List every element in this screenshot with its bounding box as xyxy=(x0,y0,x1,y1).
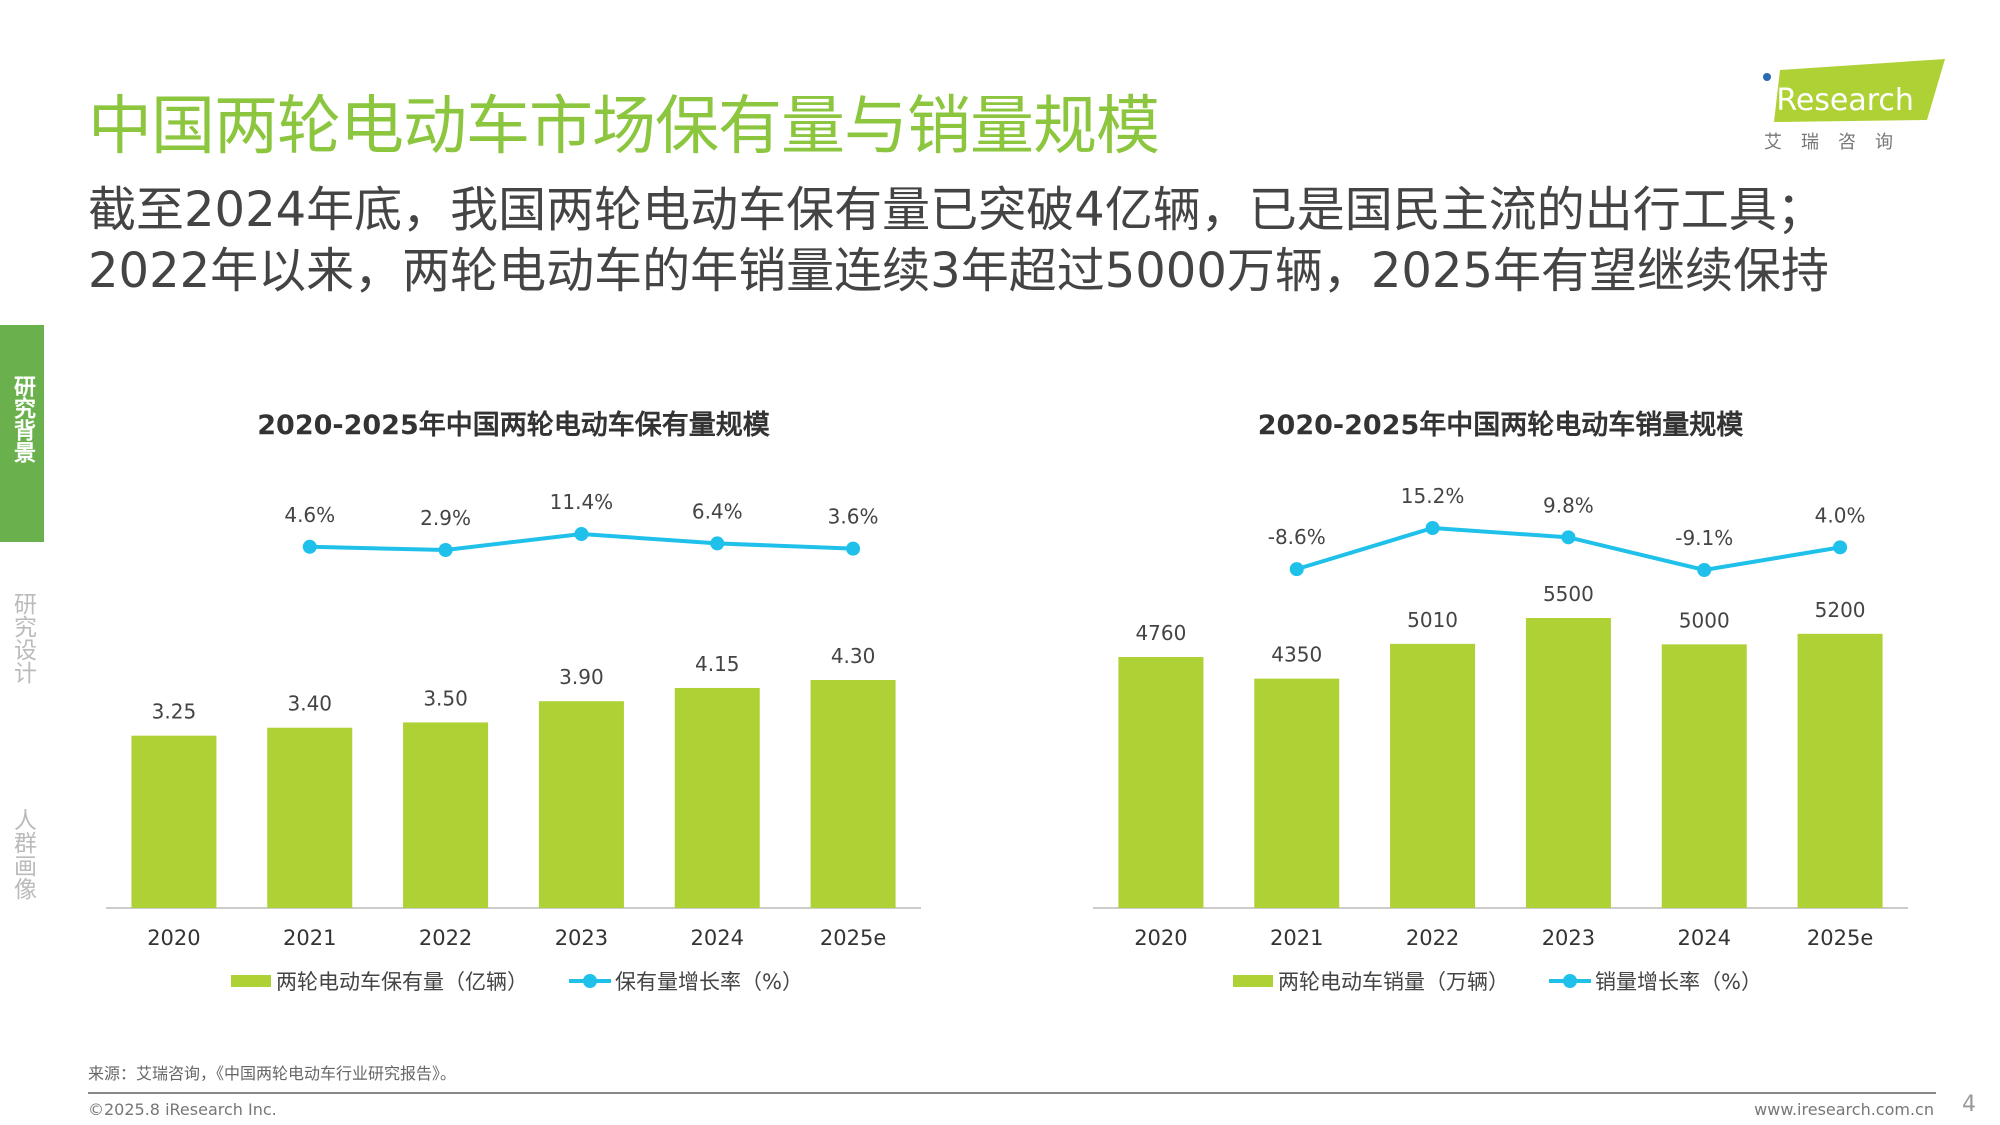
x-tick-label: 2022 xyxy=(419,926,472,950)
x-tick-label: 2024 xyxy=(691,926,744,950)
source-note: 来源：艾瑞咨询，《中国两轮电动车行业研究报告》。 xyxy=(88,1064,457,1083)
growth-label: 6.4% xyxy=(692,499,743,523)
legend-line-label: 销量增长率（%） xyxy=(1595,970,1762,994)
growth-point xyxy=(1697,563,1712,577)
page-title: 中国两轮电动车市场保有量与销量规模 xyxy=(88,90,1160,164)
growth-point xyxy=(1425,521,1440,535)
sidebar-item-research-design[interactable]: 研究设计 xyxy=(9,592,36,684)
charts-canvas: 3.25 2020 3.40 2021 3.50 2022 3.90 2023 4.15 2024… xyxy=(106,484,1908,994)
bar-label: 3.90 xyxy=(559,665,604,689)
bar xyxy=(403,722,489,908)
bar-label: 4.30 xyxy=(831,644,876,668)
svg-text:iResearch: iResearch xyxy=(1768,83,1914,118)
x-tick-label: 2024 xyxy=(1678,926,1731,950)
iresearch-logo: iResearch 艾瑞咨询 xyxy=(1762,58,1947,153)
sidebar-item-research-background[interactable]: 研究背景 xyxy=(0,325,44,542)
growth-label: 4.6% xyxy=(284,503,335,527)
growth-label: 3.6% xyxy=(828,505,879,529)
copyright: ©2025.8 iResearch Inc. xyxy=(88,1100,277,1119)
growth-label: 15.2% xyxy=(1401,484,1465,508)
growth-point xyxy=(1289,562,1304,577)
x-tick-label: 2021 xyxy=(1270,926,1323,950)
website-link[interactable]: www.iresearch.com.cn xyxy=(1754,1100,1934,1119)
bar xyxy=(1118,657,1204,908)
growth-label: 9.8% xyxy=(1543,493,1594,517)
legend-line-marker xyxy=(583,974,597,988)
bar xyxy=(810,680,896,908)
x-tick-label: 2020 xyxy=(147,926,200,950)
bar xyxy=(538,701,624,908)
x-tick-label: 2025e xyxy=(820,926,886,950)
chart2-title: 2020-2025年中国两轮电动车销量规模 xyxy=(1257,410,1744,441)
subtitle-line-2: 2022年以来，两轮电动车的年销量连续3年超过5000万辆，2025年有望继续保… xyxy=(88,243,1830,299)
bar xyxy=(1390,643,1476,908)
bar xyxy=(1525,618,1611,908)
bar xyxy=(674,687,760,908)
growth-point xyxy=(1561,530,1576,545)
x-tick-label: 2025e xyxy=(1807,926,1873,950)
growth-point xyxy=(710,536,725,551)
bar-label: 4760 xyxy=(1135,621,1186,645)
bar-label: 3.50 xyxy=(423,686,468,710)
bar xyxy=(1254,678,1340,908)
bar-label: 5500 xyxy=(1543,582,1594,606)
subtitle-line-1: 截至2024年底，我国两轮电动车保有量已突破4亿辆，已是国民主流的出行工具； xyxy=(88,182,1825,238)
bar xyxy=(1661,644,1747,908)
legend-line-label: 保有量增长率（%） xyxy=(615,970,803,994)
x-tick-label: 2021 xyxy=(283,926,336,950)
bar-label: 5010 xyxy=(1407,608,1458,632)
bar xyxy=(267,727,353,908)
svg-text:艾瑞咨询: 艾瑞咨询 xyxy=(1764,132,1912,153)
growth-label: 2.9% xyxy=(420,506,471,530)
legend-bar-label: 两轮电动车保有量（亿辆） xyxy=(276,970,528,994)
bar-label: 5000 xyxy=(1679,608,1730,632)
growth-label: 4.0% xyxy=(1815,503,1866,527)
growth-point xyxy=(574,527,589,541)
growth-point xyxy=(302,539,317,554)
bar-label: 4.15 xyxy=(695,652,740,676)
growth-point xyxy=(438,543,453,557)
growth-label: 11.4% xyxy=(550,490,614,514)
bar xyxy=(1797,633,1883,908)
bar-label: 3.25 xyxy=(152,700,197,724)
bar-label: 5200 xyxy=(1815,598,1866,622)
legend-bar-swatch xyxy=(1233,975,1273,987)
page-number: 4 xyxy=(1962,1092,1976,1117)
chart1-title: 2020-2025年中国两轮电动车保有量规模 xyxy=(257,410,770,441)
bar-label: 3.40 xyxy=(287,692,332,716)
x-tick-label: 2020 xyxy=(1134,926,1187,950)
sidebar-item-user-profile[interactable]: 人群画像 xyxy=(9,808,36,900)
bar xyxy=(131,735,217,908)
x-tick-label: 2023 xyxy=(1542,926,1595,950)
growth-label: -8.6% xyxy=(1268,525,1326,549)
legend-line-marker xyxy=(1563,974,1577,988)
bar-label: 4350 xyxy=(1271,643,1322,667)
legend-bar-swatch xyxy=(231,975,271,987)
growth-point xyxy=(846,541,861,556)
growth-label: -9.1% xyxy=(1675,526,1733,550)
growth-point xyxy=(1833,540,1848,555)
footer-divider xyxy=(88,1092,1936,1094)
legend-bar-label: 两轮电动车销量（万辆） xyxy=(1278,970,1509,994)
x-tick-label: 2023 xyxy=(555,926,608,950)
x-tick-label: 2022 xyxy=(1406,926,1459,950)
